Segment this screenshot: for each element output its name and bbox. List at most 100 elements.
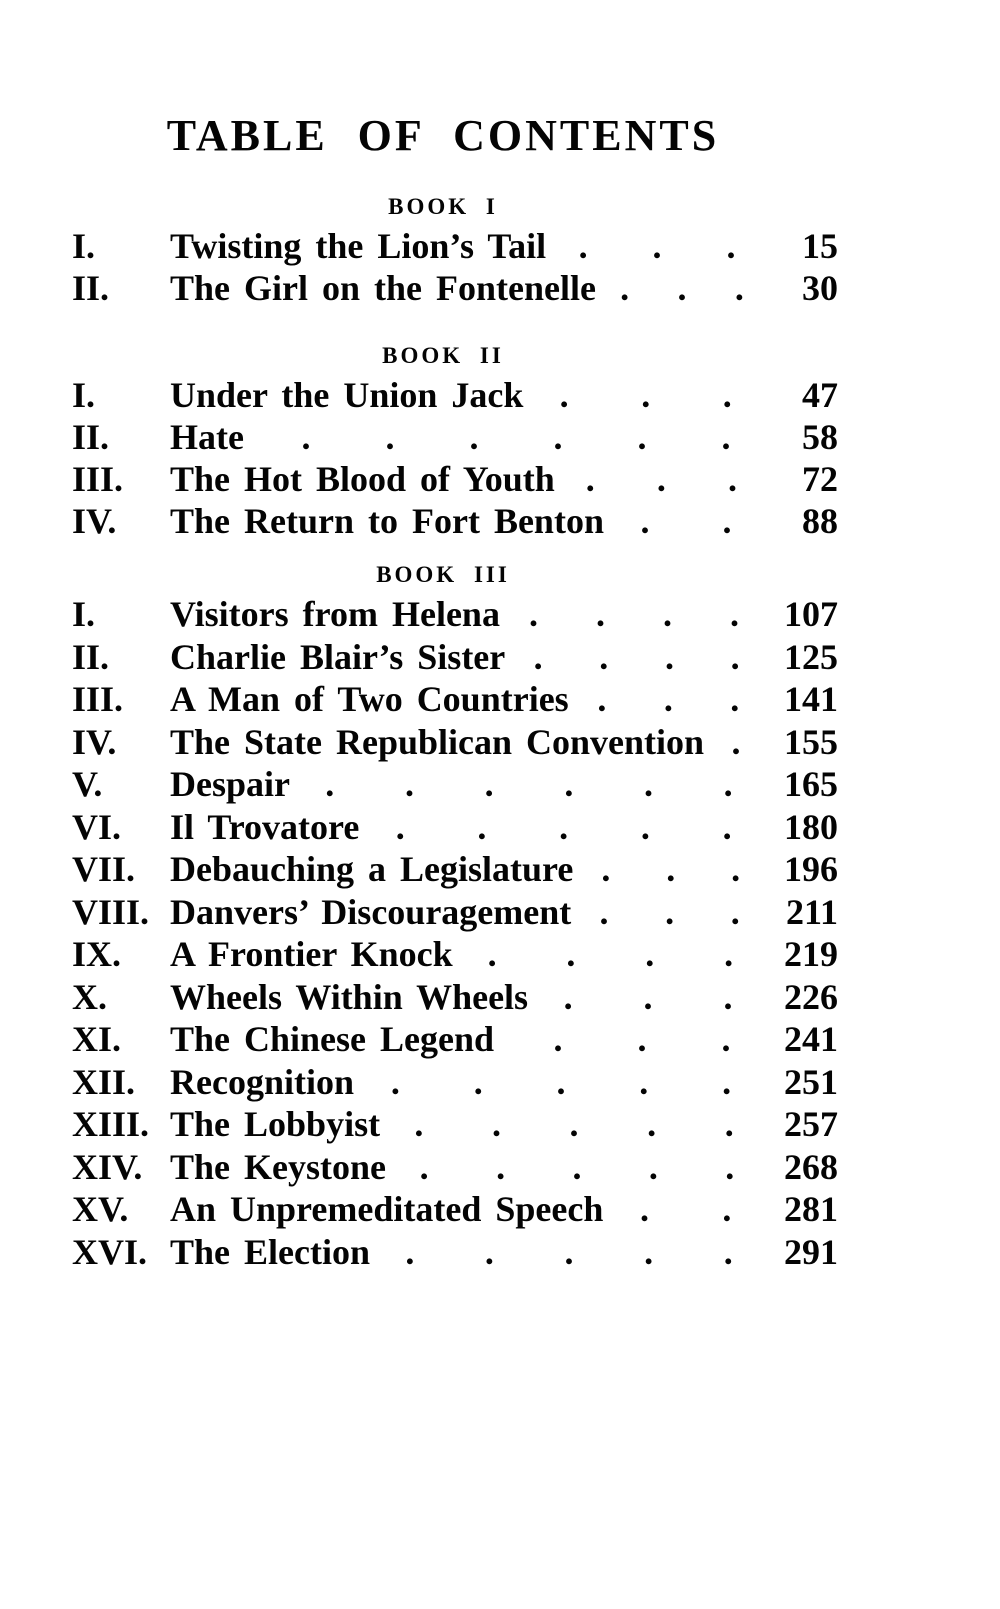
- chapter-row: XIII. The Lobbyist ..... 257: [72, 1103, 838, 1146]
- dot-leader: ...: [596, 267, 768, 309]
- leader-dot: .: [644, 1231, 654, 1272]
- page-title: TABLE OF CONTENTS: [166, 111, 720, 160]
- book-label: BOOK I: [388, 194, 498, 219]
- chapter-row: II. The Girl on the Fontenelle ... 30: [72, 267, 838, 309]
- chapter-numeral: IV.: [72, 721, 117, 762]
- chapter-title: Il Trovatore: [170, 806, 360, 847]
- leader-dot: .: [640, 806, 650, 847]
- chapter-page-number: 241: [784, 1019, 838, 1059]
- leader-dot: .: [559, 806, 569, 847]
- chapter-numeral: XVI.: [72, 1231, 148, 1272]
- leader-dot: .: [566, 934, 576, 974]
- chapter-row: XIV. The Keystone ..... 268: [72, 1146, 838, 1189]
- leader-dot: .: [496, 1146, 506, 1187]
- leader-dot: .: [666, 849, 676, 889]
- dot-leader: .....: [359, 806, 768, 849]
- leader-dot: .: [722, 501, 732, 541]
- leader-dot: .: [419, 1146, 429, 1187]
- chapter-row: VII. Debauching a Legislature ... 196: [72, 848, 838, 891]
- leader-dot: .: [637, 417, 647, 457]
- leader-dot: .: [721, 1019, 731, 1059]
- leader-dot: .: [639, 1061, 649, 1102]
- leader-dot: .: [563, 976, 573, 1017]
- leader-dot: .: [484, 764, 494, 804]
- leader-dot: .: [730, 891, 740, 932]
- chapter-numeral: XII.: [72, 1061, 136, 1102]
- leader-dot: .: [578, 226, 588, 266]
- leader-dot: .: [572, 1146, 582, 1187]
- chapter-title: Despair: [170, 764, 290, 804]
- leader-dot: .: [405, 1231, 415, 1272]
- chapter-numeral: IX.: [72, 934, 122, 974]
- chapter-numeral: III.: [72, 679, 124, 719]
- chapter-numeral: I.: [72, 226, 96, 266]
- dot-leader: ...: [546, 225, 768, 267]
- chapter-title: The Chinese Legend: [170, 1019, 495, 1059]
- chapter-page-number: 257: [784, 1104, 838, 1144]
- leader-dot: .: [662, 594, 672, 634]
- leader-dot: .: [599, 636, 609, 677]
- leader-dot: .: [656, 459, 666, 499]
- dot-leader: .: [704, 721, 768, 764]
- chapter-page-number: 125: [784, 636, 838, 677]
- leader-dot: .: [721, 417, 731, 457]
- chapter-page-number: 180: [784, 806, 838, 847]
- leader-dot: .: [724, 1104, 734, 1144]
- leader-dot: .: [641, 375, 651, 415]
- leader-dot: .: [528, 594, 538, 634]
- chapter-row: I. Visitors from Helena .... 107: [72, 593, 838, 636]
- dot-leader: ...: [573, 848, 768, 891]
- chapter-page-number: 219: [784, 934, 838, 974]
- leader-dot: .: [722, 1061, 732, 1102]
- leader-dot: .: [647, 1104, 657, 1144]
- leader-dot: .: [725, 1146, 735, 1187]
- chapter-numeral: VI.: [72, 806, 122, 847]
- chapter-page-number: 165: [784, 764, 838, 804]
- leader-dot: .: [645, 934, 655, 974]
- chapter-row: XVI. The Election ..... 291: [72, 1231, 838, 1274]
- leader-dot: .: [731, 849, 741, 889]
- dot-leader: .....: [386, 1146, 768, 1189]
- chapter-page-number: 196: [784, 849, 838, 889]
- chapter-list: I. Twisting the Lion’s Tail ... 15 II. T…: [72, 225, 838, 309]
- leader-dot: .: [325, 764, 335, 804]
- book-label: BOOK II: [382, 343, 504, 368]
- chapter-numeral: X.: [72, 976, 107, 1017]
- leader-dot: .: [722, 806, 732, 847]
- leader-dot: .: [664, 636, 674, 677]
- leader-dot: .: [395, 806, 405, 847]
- chapter-numeral: VIII.: [72, 891, 150, 932]
- leader-dot: .: [677, 268, 687, 308]
- chapter-title: A Frontier Knock: [170, 934, 453, 974]
- chapter-page-number: 88: [802, 501, 838, 541]
- leader-dot: .: [731, 721, 741, 762]
- leader-dot: .: [723, 764, 733, 804]
- chapter-numeral: II.: [72, 268, 110, 308]
- chapter-numeral: I.: [72, 375, 96, 415]
- leader-dot: .: [559, 375, 569, 415]
- leader-dot: .: [599, 891, 609, 932]
- chapter-page-number: 281: [784, 1189, 838, 1229]
- leader-dot: .: [724, 934, 734, 974]
- chapter-list: I. Visitors from Helena .... 107 II. Cha…: [72, 593, 838, 1273]
- leader-dot: .: [484, 1231, 494, 1272]
- leader-dot: .: [553, 417, 563, 457]
- book-sections: BOOK I I. Twisting the Lion’s Tail ... 1…: [72, 194, 838, 1273]
- chapter-row: XV. An Unpremeditated Speech .. 281: [72, 1188, 838, 1231]
- chapter-title: Danvers’ Discouragement: [170, 891, 572, 932]
- leader-dot: .: [663, 679, 673, 719]
- chapter-numeral: VII.: [72, 849, 136, 889]
- chapter-page-number: 155: [784, 721, 838, 762]
- chapter-page-number: 251: [784, 1061, 838, 1102]
- leader-dot: .: [640, 501, 650, 541]
- chapter-title: Hate: [170, 417, 244, 457]
- leader-dot: .: [722, 1189, 732, 1229]
- dot-leader: .....: [370, 1231, 768, 1274]
- leader-dot: .: [473, 1061, 483, 1102]
- chapter-title: Visitors from Helena: [170, 594, 500, 634]
- book-section: BOOK I I. Twisting the Lion’s Tail ... 1…: [72, 194, 838, 309]
- chapter-title: An Unpremeditated Speech: [170, 1189, 604, 1229]
- leader-dot: .: [640, 1189, 649, 1229]
- dot-leader: .....: [380, 1103, 768, 1146]
- dot-leader: ......: [244, 416, 768, 458]
